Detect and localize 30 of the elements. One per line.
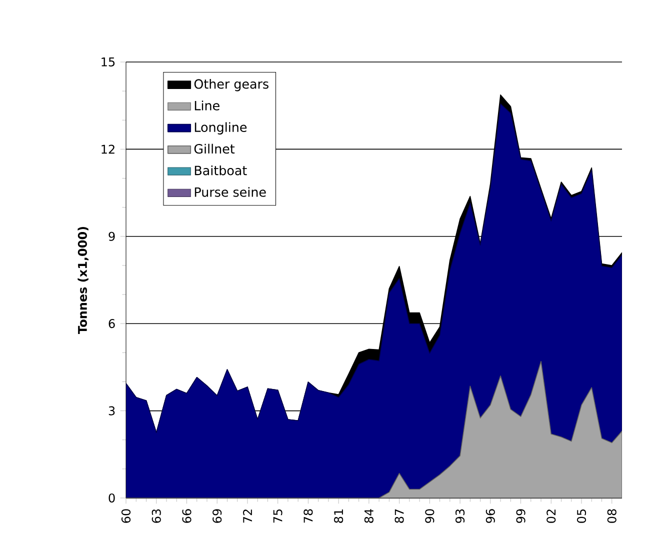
legend-label: Purse seine (194, 187, 266, 197)
x-tick-label: 87 (394, 509, 404, 523)
x-tick-label: 66 (182, 509, 192, 523)
x-tick-label: 78 (304, 509, 313, 523)
legend-label: Other gears (194, 78, 268, 92)
x-tick-label: 69 (212, 509, 222, 523)
x-tick-label: 84 (364, 509, 374, 523)
x-tick-label: 93 (455, 509, 465, 523)
x-tick-label: 75 (273, 509, 282, 523)
x-tick-label: 96 (486, 509, 495, 523)
x-tick-label: 90 (425, 509, 434, 523)
legend-label: Line (194, 100, 220, 110)
y-tick-label: 15 (102, 58, 115, 66)
y-tick-label: 3 (108, 406, 115, 416)
x-tick-label: 08 (607, 509, 616, 523)
x-tick-label: 60 (121, 509, 131, 523)
y-tick-label: 6 (108, 319, 115, 328)
y-tick-label: 0 (108, 493, 115, 503)
x-tick-label: 02 (546, 510, 556, 523)
y-axis-title: Tonnes (x1,000) (78, 226, 89, 334)
y-tick-label: 12 (102, 144, 114, 154)
x-tick-label: 63 (152, 509, 161, 523)
legend-label: Baitboat (194, 165, 247, 176)
legend-label: Gillnet (194, 144, 235, 154)
x-tick-label: 81 (334, 510, 344, 523)
x-tick-label: 05 (576, 509, 586, 523)
legend-label: Longline (194, 122, 247, 134)
x-tick-label: 72 (243, 510, 252, 523)
y-tick-label: 9 (108, 232, 115, 241)
x-tick-label: 99 (516, 509, 526, 523)
